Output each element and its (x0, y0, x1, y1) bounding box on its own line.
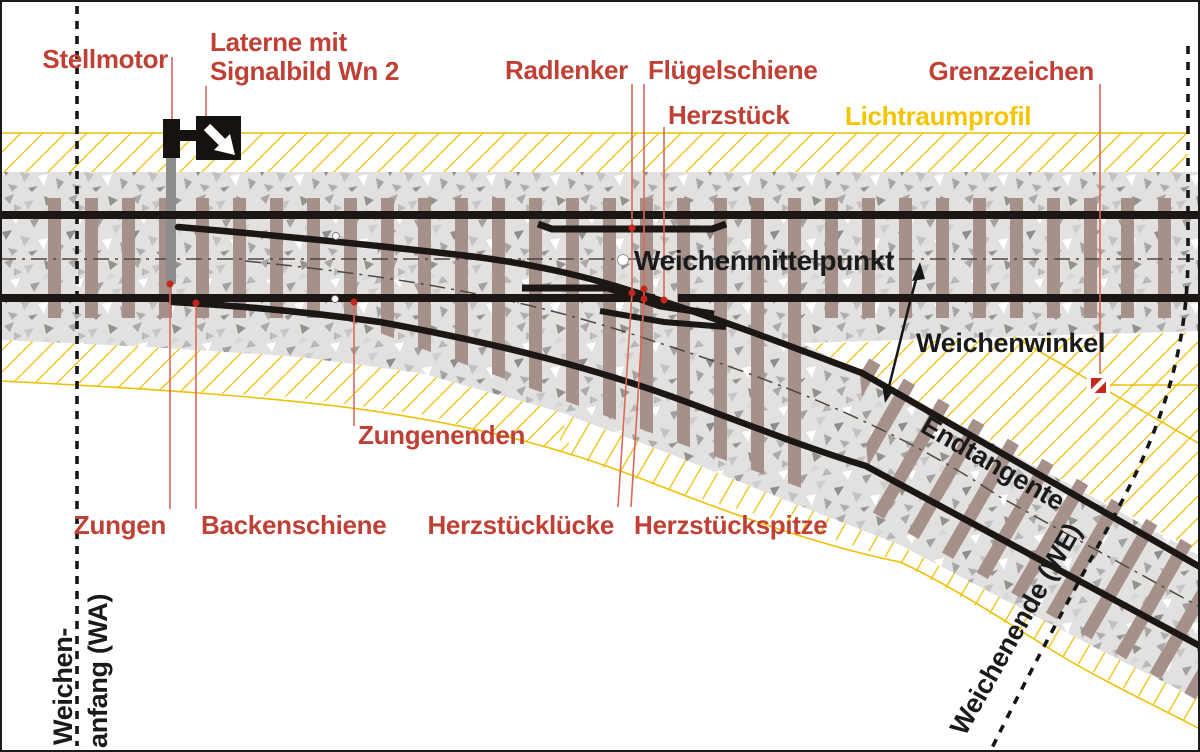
label-stellmotor: Stellmotor (42, 44, 168, 74)
label-zungen: Zungen (74, 510, 166, 540)
label-weichenanfang-line2: anfang (WA) (83, 594, 113, 748)
grenzzeichen-marker-icon (1087, 374, 1110, 397)
blade-tip-marker-bottom (331, 295, 339, 303)
switch-blade-diverging-outer-rail (174, 223, 1200, 571)
switch-blade-diverging-inner-rail (168, 298, 1200, 650)
label-weichenmittelpunkt: Weichenmittelpunkt (634, 245, 894, 276)
clearance-hatch-lower (0, 338, 1200, 730)
label-weichenanfang-line1: Weichen- (48, 628, 78, 745)
leader-herzstuecklueke (617, 292, 633, 508)
label-herzstueck: Herzstück (668, 100, 790, 130)
label-weichenwinkel: Weichenwinkel (916, 328, 1105, 358)
switch-motor-icon (163, 119, 196, 158)
sleepers (30, 198, 1200, 702)
switch-lantern-wn2-icon (196, 116, 241, 160)
rails (0, 211, 1200, 650)
label-herzstuecklueke: Herzstücklücke (427, 510, 614, 540)
label-radlenker: Radlenker (505, 55, 628, 85)
weichenwinkel-arrow (882, 262, 925, 403)
weichenende-line (988, 46, 1190, 752)
centerline-diverging (244, 260, 1200, 608)
switch-motor-rod (166, 156, 176, 284)
label-fluegelschiene: Flügelschiene (648, 55, 817, 85)
weichenmittelpunkt-marker (617, 254, 629, 266)
leader-lines (166, 57, 1102, 509)
wing-rail-lower (599, 308, 727, 330)
label-backenschiene: Backenschiene (201, 510, 386, 540)
label-herzstueckspitze: Herzstückspitze (634, 510, 827, 540)
label-laterne-line1: Laterne mit (210, 27, 347, 57)
label-laterne-line2: Signalbild Wn 2 (210, 56, 399, 86)
label-grenzzeichen: Grenzzeichen (929, 56, 1094, 86)
label-lichtraumprofil: Lichtraumprofil (845, 101, 1031, 131)
leader-herzstueckspitze (630, 298, 645, 508)
blade-tip-marker-top (332, 232, 340, 240)
label-zungenenden: Zungenenden (358, 420, 525, 450)
